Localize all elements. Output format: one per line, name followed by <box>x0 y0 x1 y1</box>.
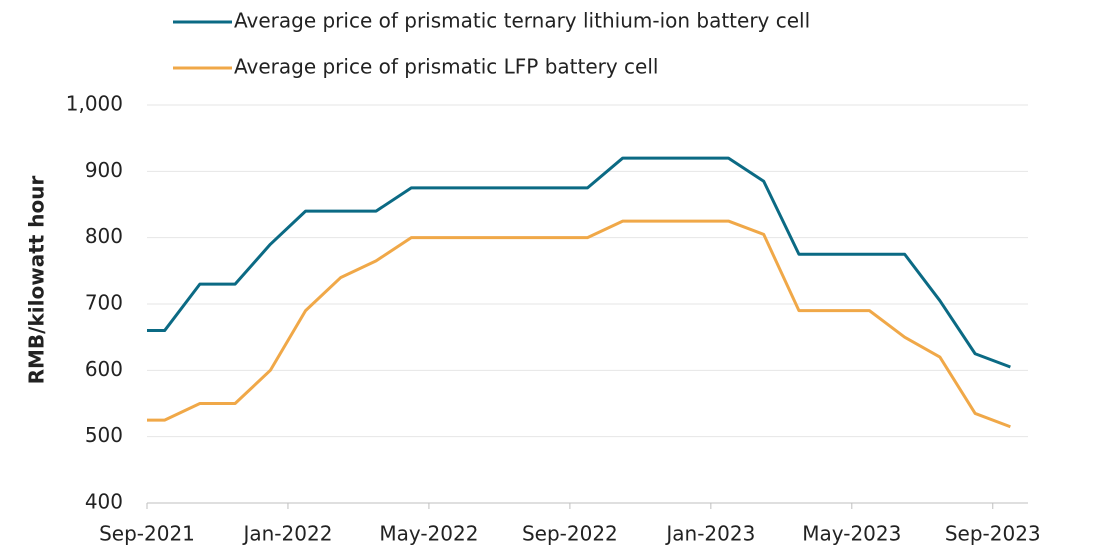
y-tick-label: 800 <box>85 224 123 248</box>
x-tick-label: Sep-2021 <box>99 522 195 546</box>
y-tick-label: 600 <box>85 357 123 381</box>
legend-label: Average price of prismatic LFP battery c… <box>234 55 658 79</box>
x-tick-label: Jan-2022 <box>241 522 332 546</box>
y-tick-label: 1,000 <box>66 92 123 116</box>
x-tick-label: May-2023 <box>802 522 901 546</box>
y-tick-label: 400 <box>85 490 123 514</box>
y-tick-label: 500 <box>85 423 123 447</box>
x-tick-label: Sep-2023 <box>945 522 1041 546</box>
legend-label: Average price of prismatic ternary lithi… <box>234 9 810 33</box>
x-tick-label: May-2022 <box>379 522 478 546</box>
x-tick-label: Sep-2022 <box>522 522 618 546</box>
y-tick-label: 900 <box>85 158 123 182</box>
x-tick-label: Jan-2023 <box>664 522 755 546</box>
y-tick-label: 700 <box>85 291 123 315</box>
y-axis-label: RMB/kilowatt hour <box>25 175 49 384</box>
line-series <box>147 219 1011 429</box>
line-series <box>147 156 1011 369</box>
